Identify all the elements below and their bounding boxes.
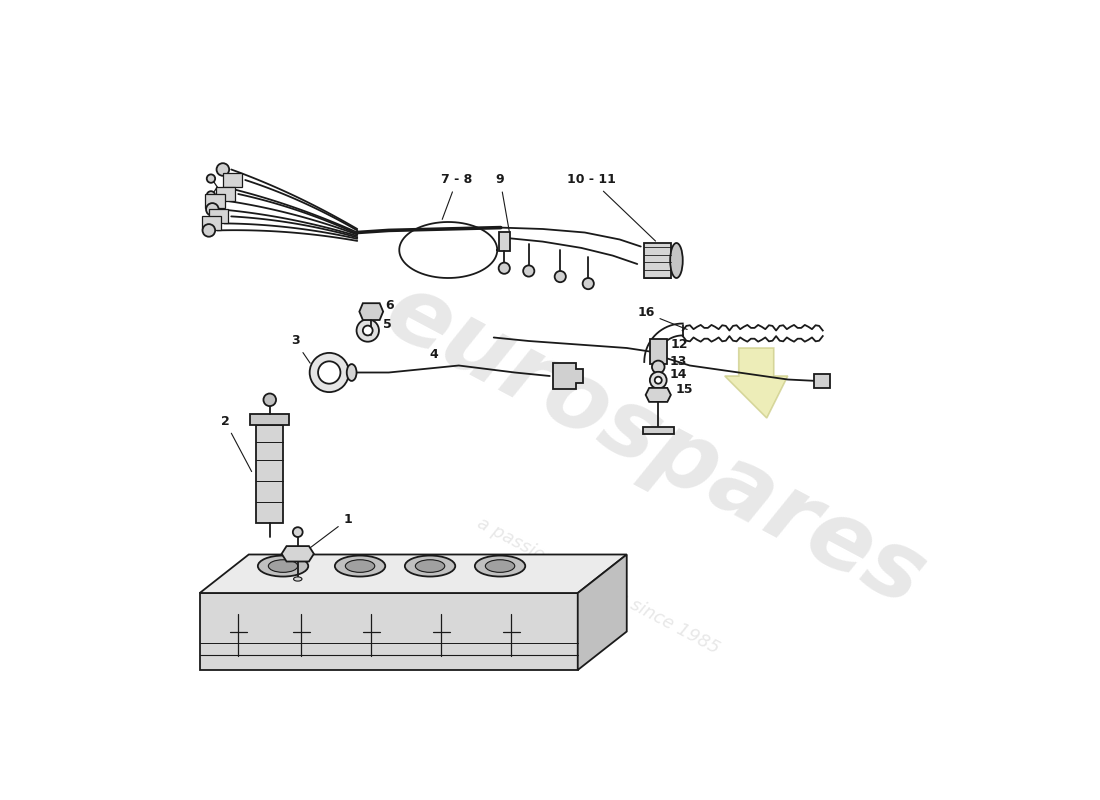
Circle shape xyxy=(498,262,510,274)
Polygon shape xyxy=(553,363,583,389)
Polygon shape xyxy=(282,546,314,562)
Text: 7 - 8: 7 - 8 xyxy=(441,174,473,219)
Polygon shape xyxy=(646,388,671,402)
Text: 14: 14 xyxy=(670,368,686,381)
Circle shape xyxy=(206,203,219,216)
Circle shape xyxy=(263,394,276,406)
Bar xyxy=(209,210,229,223)
Circle shape xyxy=(583,278,594,290)
Circle shape xyxy=(207,174,216,182)
Circle shape xyxy=(652,361,664,373)
Polygon shape xyxy=(360,303,383,320)
Bar xyxy=(216,187,235,201)
Text: 1: 1 xyxy=(304,513,352,553)
Polygon shape xyxy=(498,232,510,251)
Circle shape xyxy=(356,319,378,342)
Ellipse shape xyxy=(405,555,455,577)
Circle shape xyxy=(654,377,662,384)
Text: eurospares: eurospares xyxy=(370,265,940,627)
Polygon shape xyxy=(725,348,788,418)
Ellipse shape xyxy=(257,555,308,577)
Bar xyxy=(206,194,224,208)
Circle shape xyxy=(202,224,216,237)
Text: 5: 5 xyxy=(383,318,392,330)
Text: 15: 15 xyxy=(675,383,693,397)
Bar xyxy=(645,243,671,278)
Text: 3: 3 xyxy=(290,334,310,363)
Text: 9: 9 xyxy=(496,174,509,232)
Ellipse shape xyxy=(670,243,683,278)
Ellipse shape xyxy=(268,560,298,572)
Polygon shape xyxy=(200,593,578,670)
Polygon shape xyxy=(200,554,627,593)
Circle shape xyxy=(554,271,565,282)
Text: 12: 12 xyxy=(671,338,689,351)
Ellipse shape xyxy=(345,560,375,572)
Ellipse shape xyxy=(334,555,385,577)
Text: 2: 2 xyxy=(221,415,252,471)
Circle shape xyxy=(309,353,349,392)
Ellipse shape xyxy=(346,364,356,381)
Circle shape xyxy=(207,191,216,200)
Ellipse shape xyxy=(294,577,301,581)
Text: 4: 4 xyxy=(429,349,438,362)
Bar xyxy=(223,173,242,187)
Circle shape xyxy=(318,362,340,384)
Text: 16: 16 xyxy=(637,306,688,330)
Ellipse shape xyxy=(485,560,515,572)
Bar xyxy=(201,216,221,230)
Text: 6: 6 xyxy=(385,298,394,312)
Circle shape xyxy=(650,372,667,389)
Ellipse shape xyxy=(416,560,444,572)
Polygon shape xyxy=(256,425,283,523)
Bar xyxy=(642,427,673,434)
Ellipse shape xyxy=(475,555,526,577)
Bar xyxy=(650,339,668,364)
Circle shape xyxy=(293,527,303,537)
Text: a passion for parts since 1985: a passion for parts since 1985 xyxy=(474,514,723,658)
Circle shape xyxy=(217,163,229,176)
Circle shape xyxy=(524,266,535,277)
Text: 10 - 11: 10 - 11 xyxy=(568,174,656,241)
Bar xyxy=(814,374,829,388)
Circle shape xyxy=(363,326,373,335)
Text: 13: 13 xyxy=(670,354,686,368)
Bar xyxy=(250,414,289,425)
Polygon shape xyxy=(578,554,627,670)
